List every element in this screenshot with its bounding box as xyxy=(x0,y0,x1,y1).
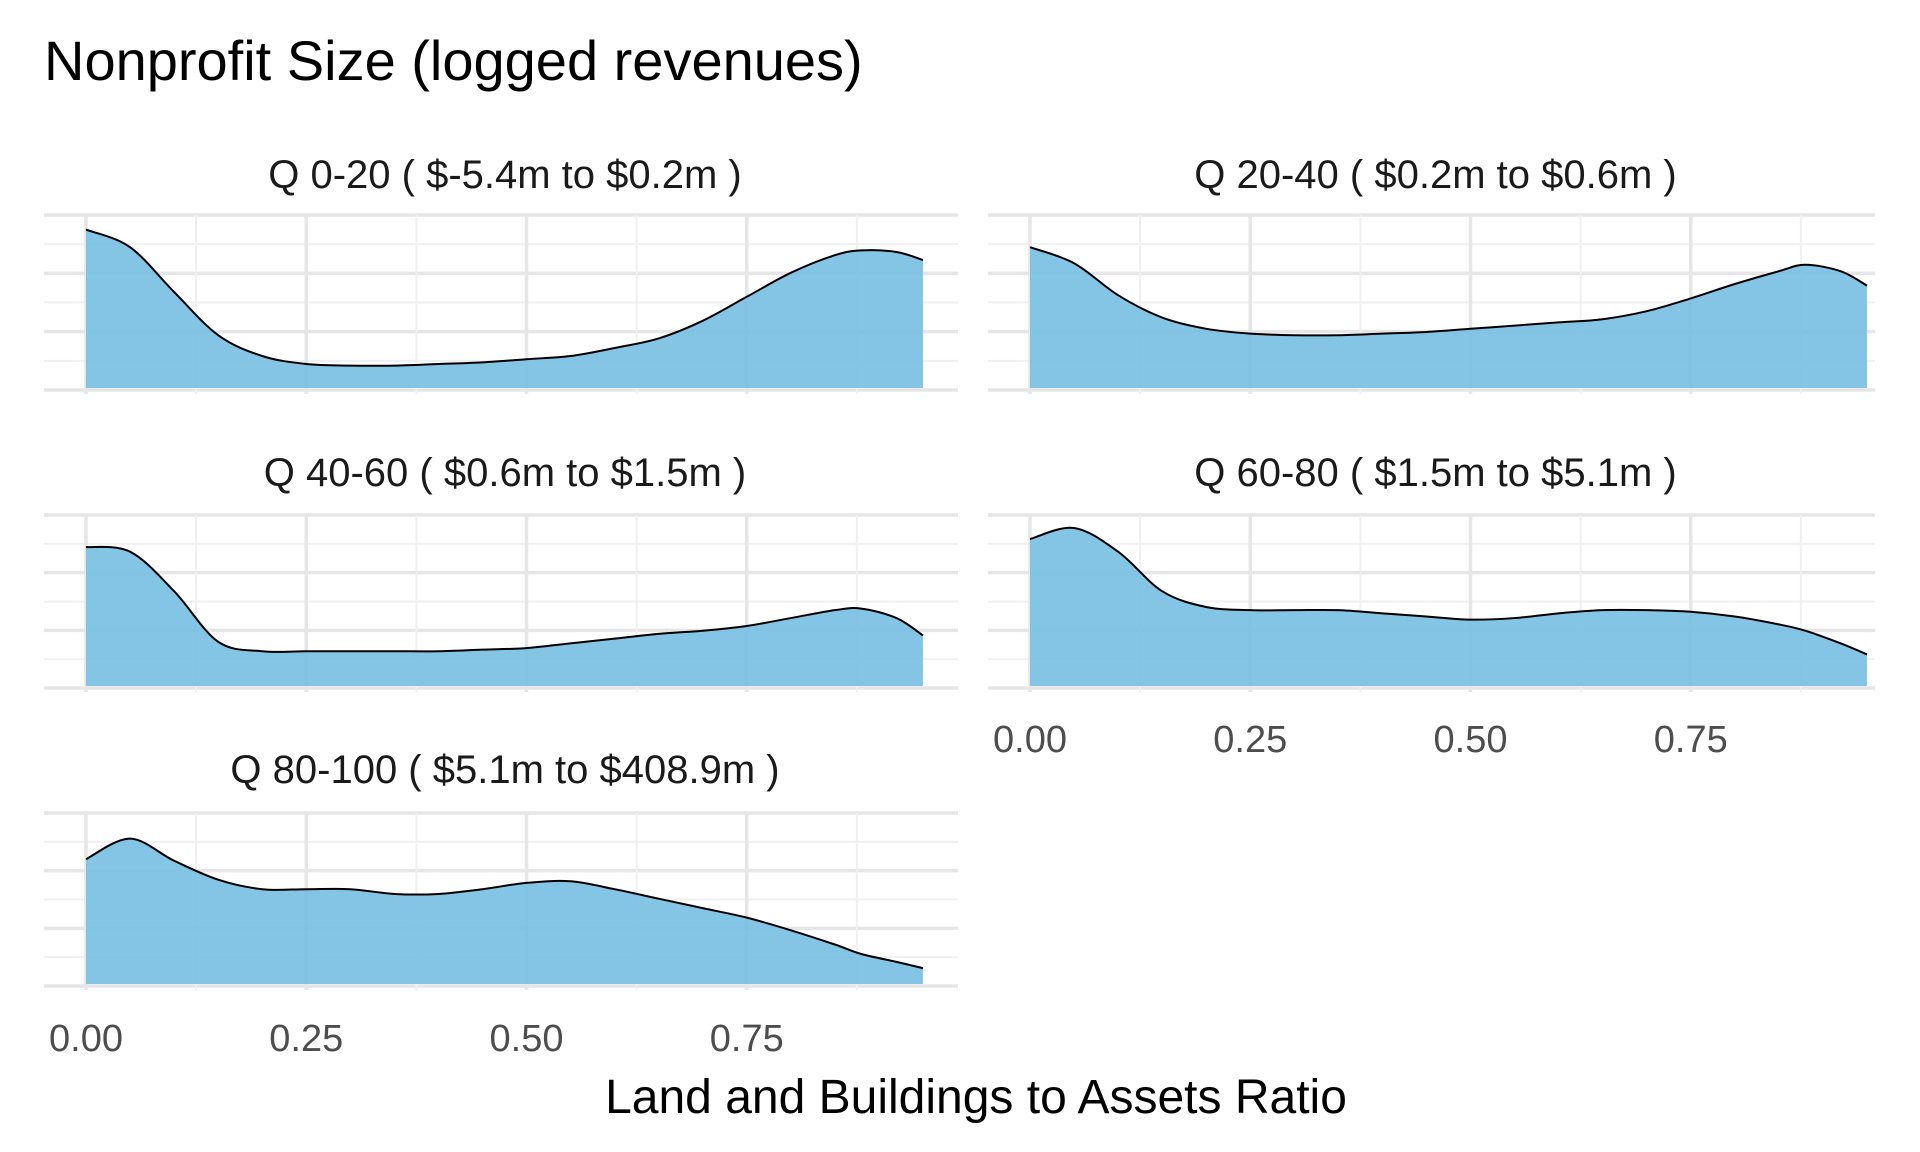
x-tick-label: 0.75 xyxy=(1654,719,1728,761)
x-tick-label: 0.25 xyxy=(269,1018,343,1060)
facet-strip-label: Q 40-60 ( $0.6m to $1.5m ) xyxy=(264,451,746,495)
facet-panels: Q 0-20 ( $-5.4m to $0.2m ) Q 20-40 ( $0.2… xyxy=(44,153,1875,1060)
facet-strip-label: Q 0-20 ( $-5.4m to $0.2m ) xyxy=(268,153,742,197)
density-line xyxy=(1029,246,1868,337)
x-tick-label: 0.00 xyxy=(993,719,1067,761)
x-tick-label: 0.00 xyxy=(49,1018,123,1060)
x-tick-label: 0.50 xyxy=(1434,719,1508,761)
density-line xyxy=(85,545,924,653)
density-line xyxy=(1029,526,1868,656)
x-tick-label: 0.50 xyxy=(490,1018,564,1060)
facet-strip-label: Q 20-40 ( $0.2m to $0.6m ) xyxy=(1194,153,1676,197)
facet-panel: Q 20-40 ( $0.2m to $0.6m ) xyxy=(988,153,1875,394)
density-area xyxy=(86,546,923,686)
density-area xyxy=(1030,527,1867,686)
density-area xyxy=(86,838,923,984)
density-line xyxy=(85,837,924,970)
x-axis-title: Land and Buildings to Assets Ratio xyxy=(605,1071,1347,1124)
facet-panel: Q 80-100 ( $5.1m to $408.9m ) 0.00 0.25 0.5… xyxy=(44,748,958,1060)
density-area xyxy=(86,229,923,388)
x-tick-label: 0.25 xyxy=(1213,719,1287,761)
facet-strip-label: Q 80-100 ( $5.1m to $408.9m ) xyxy=(230,748,779,792)
x-tick-label: 0.75 xyxy=(710,1018,784,1060)
facet-panel: Q 40-60 ( $0.6m to $1.5m ) xyxy=(44,451,958,692)
facet-strip-label: Q 60-80 ( $1.5m to $5.1m ) xyxy=(1194,451,1676,495)
chart-title: Nonprofit Size (logged revenues) xyxy=(44,29,863,92)
density-area xyxy=(1030,247,1867,388)
facet-panel: Q 60-80 ( $1.5m to $5.1m ) 0.00 0.25 0.50 0.… xyxy=(988,451,1875,761)
density-line xyxy=(85,228,924,367)
facet-panel: Q 0-20 ( $-5.4m to $0.2m ) xyxy=(44,153,958,394)
